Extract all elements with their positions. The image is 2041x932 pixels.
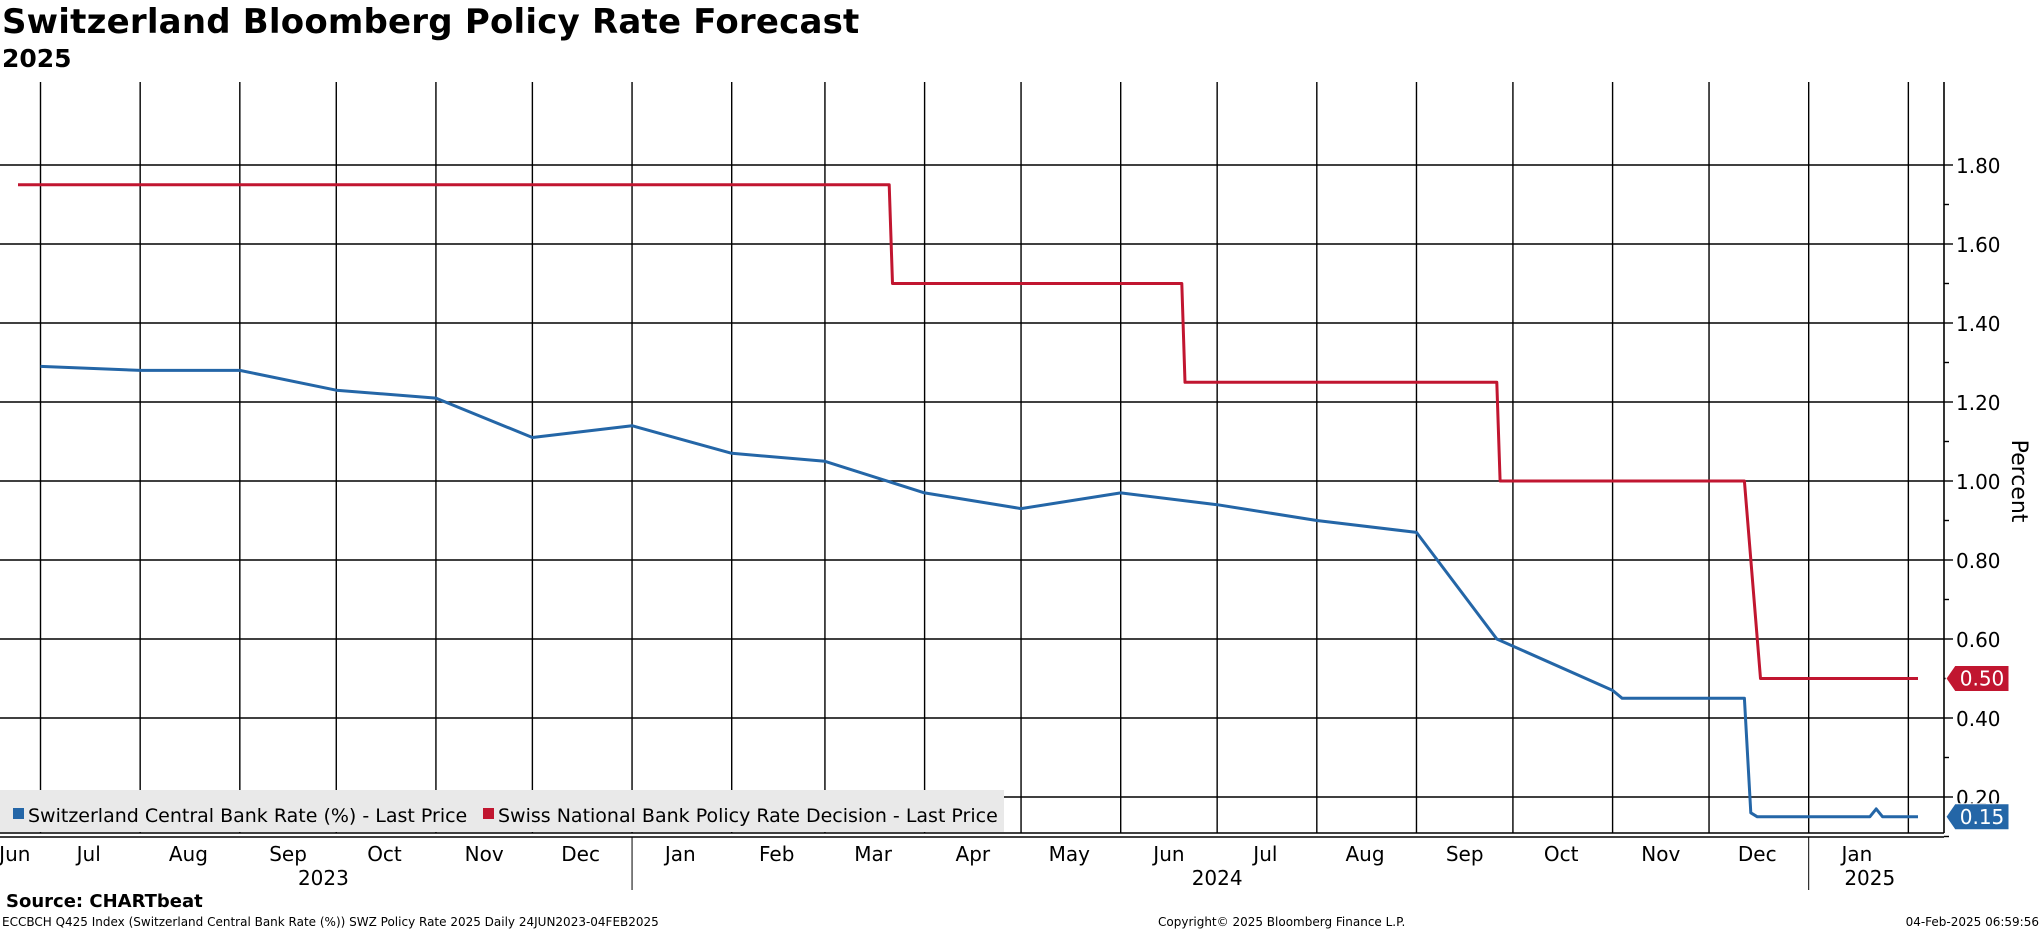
x-tick-label: Jul	[1251, 842, 1277, 866]
badge-value: 0.15	[1960, 805, 2005, 829]
legend-background	[0, 790, 1004, 832]
x-tick-label: Aug	[169, 842, 208, 866]
y-tick-label: 0.80	[1956, 549, 2001, 573]
y-tick-label: 1.00	[1956, 470, 2001, 494]
y-tick-label: 0.60	[1956, 628, 2001, 652]
badge-value: 0.50	[1960, 667, 2005, 691]
year-label: 2025	[1844, 866, 1895, 890]
y-tick-label: 1.80	[1956, 154, 2001, 178]
legend-label-1: Switzerland Central Bank Rate (%) - Last…	[28, 805, 467, 827]
x-tick-label: Aug	[1346, 842, 1385, 866]
chart-subtitle: 2025	[2, 44, 72, 73]
y-tick-label: 1.40	[1956, 312, 2001, 336]
y-axis-label: Percent	[2006, 440, 2031, 523]
last-value-badge-1: 0.15	[1945, 803, 2010, 831]
x-tick-label: Feb	[759, 842, 794, 866]
x-tick-label: Jul	[75, 842, 101, 866]
badge-shape	[1945, 665, 2010, 692]
x-tick-label: Jan	[1839, 842, 1872, 866]
ticker-info: ECCBCH Q425 Index (Switzerland Central B…	[2, 915, 659, 929]
x-tick-label: May	[1049, 842, 1091, 866]
y-tick-label: 0.40	[1956, 707, 2001, 731]
x-tick-label: Sep	[1446, 842, 1484, 866]
source-note: Source: CHARTbeat	[6, 891, 203, 912]
grid	[0, 82, 1944, 833]
legend-label-2: Swiss National Bank Policy Rate Decision…	[498, 805, 998, 827]
legend-swatch-1	[13, 808, 24, 819]
x-tick-label: Nov	[465, 842, 504, 866]
last-value-badges: 0.15 0.50	[1945, 665, 2010, 831]
badge-shape	[1945, 803, 2010, 831]
y-tick-label: 1.20	[1956, 391, 2001, 415]
series-line-1	[40, 364, 1918, 819]
y-tick-label: 1.60	[1956, 233, 2001, 257]
last-value-badge-2: 0.50	[1945, 665, 2010, 692]
x-tick-label: Sep	[269, 842, 307, 866]
series-line-2	[18, 183, 1918, 680]
x-tick-label: Nov	[1641, 842, 1680, 866]
x-tick-label: Oct	[367, 842, 402, 866]
year-label: 2024	[1192, 866, 1243, 890]
x-tick-label: Jun	[0, 842, 30, 866]
series	[18, 183, 1918, 819]
timestamp: 04-Feb-2025 06:59:56	[1905, 915, 2039, 929]
x-tick-label: Jan	[663, 842, 696, 866]
x-tick-label: Mar	[854, 842, 893, 866]
x-tick-label: Jun	[1151, 842, 1184, 866]
x-tick-label: Dec	[1738, 842, 1777, 866]
legend: Switzerland Central Bank Rate (%) - Last…	[0, 790, 1004, 832]
copyright: Copyright© 2025 Bloomberg Finance L.P.	[1158, 915, 1406, 929]
x-tick-label: Oct	[1544, 842, 1579, 866]
x-tick-label: Dec	[561, 842, 600, 866]
legend-swatch-2	[483, 808, 494, 819]
year-label: 2023	[298, 866, 349, 890]
x-tick-label: Apr	[956, 842, 991, 866]
chart-title: Switzerland Bloomberg Policy Rate Foreca…	[2, 2, 860, 42]
